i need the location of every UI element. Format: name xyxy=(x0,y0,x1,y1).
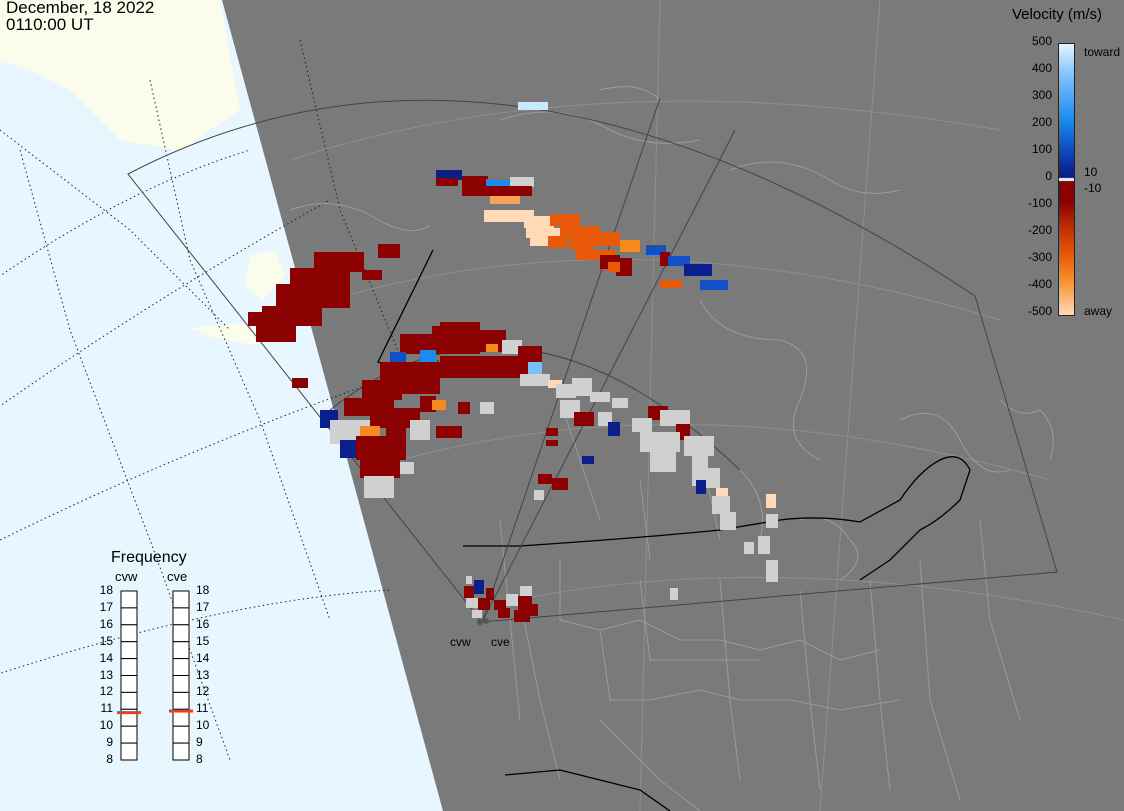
colorbar-tick: 0 xyxy=(1045,169,1052,183)
frequency-scale-label: 11 xyxy=(196,701,209,716)
frequency-gauge-cve xyxy=(172,590,190,761)
colorbar-small-tick: -10 xyxy=(1084,181,1102,195)
frequency-scale-label: 12 xyxy=(196,684,210,699)
gauge-cell xyxy=(120,607,138,626)
gauge-cell xyxy=(172,742,190,761)
gauge-cell xyxy=(172,691,190,710)
colorbar-tick: 100 xyxy=(1031,142,1052,156)
gauge-cell xyxy=(172,641,190,660)
colorbar-tick: 300 xyxy=(1031,88,1052,102)
frequency-scale-label: 9 xyxy=(106,735,113,750)
frequency-scale-label: 9 xyxy=(196,735,203,750)
colorbar-away-label: away xyxy=(1084,304,1113,318)
frequency-scale-label: 16 xyxy=(196,616,210,631)
frequency-scale-label: 11 xyxy=(100,701,113,716)
frequency-scale-label: 10 xyxy=(99,718,113,733)
colorbar-tick: -400 xyxy=(1027,277,1052,291)
night-region xyxy=(222,0,1124,811)
mexico-border xyxy=(504,769,671,811)
gauge-cell xyxy=(172,675,190,693)
gauge-cell xyxy=(120,691,138,710)
frequency-scale-label: 12 xyxy=(99,684,113,699)
colorbar-tick: 500 xyxy=(1031,34,1052,48)
velocity-colorbar xyxy=(1058,43,1075,316)
site-label-cve: cve xyxy=(491,635,510,649)
frequency-gauge-cvw xyxy=(120,590,138,761)
gauge-cell xyxy=(120,675,138,693)
frequency-scale-label: 17 xyxy=(99,599,113,614)
gauge-cell xyxy=(172,624,190,643)
frequency-scale-label: 8 xyxy=(196,752,203,766)
frequency-scale-label: 18 xyxy=(99,583,113,597)
time-label: 0110:00 UT xyxy=(6,15,94,34)
frequency-gauges xyxy=(117,590,193,761)
gauge-cell xyxy=(120,641,138,660)
colorbar-small-tick: 10 xyxy=(1084,165,1098,179)
frequency-scale-label: 13 xyxy=(196,667,210,682)
sunlit-coast xyxy=(245,250,285,300)
frequency-scale-label: 18 xyxy=(196,583,210,597)
radar-label-cvw: cvw xyxy=(115,569,138,584)
frequency-scale-label: 8 xyxy=(106,752,113,766)
sunlit-peninsula xyxy=(190,323,268,345)
colorbar-toward-label: toward xyxy=(1084,45,1121,59)
site-marker-cvw xyxy=(477,619,483,625)
gauge-cell xyxy=(172,725,190,744)
site-label-cvw: cvw xyxy=(450,635,471,649)
site-marker-cve xyxy=(483,618,489,624)
colorbar-tick: -300 xyxy=(1027,250,1052,264)
frequency-scale-label: 15 xyxy=(99,633,113,648)
gauge-cell xyxy=(120,742,138,761)
frequency-scale-label: 14 xyxy=(99,650,113,665)
gauge-cell xyxy=(172,607,190,626)
colorbar-tick: 200 xyxy=(1031,115,1052,129)
frequency-scale-label: 10 xyxy=(196,718,210,733)
colorbar-tick: -200 xyxy=(1027,223,1052,237)
night-grid xyxy=(289,0,1124,811)
frequency-scale-label: 16 xyxy=(99,616,113,631)
us-canada-border xyxy=(463,456,971,581)
gauge-cell xyxy=(120,624,138,643)
colorbar-title: Velocity (m/s) xyxy=(1012,6,1103,23)
frequency-scale-label: 14 xyxy=(196,650,210,665)
colorbar-tick: -100 xyxy=(1027,196,1052,210)
radar-label-cve: cve xyxy=(167,569,188,584)
colorbar-tick: 400 xyxy=(1031,61,1052,75)
frequency-scale-label: 15 xyxy=(196,633,210,648)
gauge-cell xyxy=(120,658,138,676)
gauge-cell xyxy=(172,590,190,609)
gauge-cell xyxy=(172,658,190,676)
date-label: December, 18 2022 xyxy=(6,0,155,17)
gauge-cell xyxy=(120,725,138,744)
colorbar-tick: -500 xyxy=(1027,304,1052,318)
frequency-scale-label: 13 xyxy=(99,667,113,682)
frequency-title: Frequency xyxy=(111,549,187,566)
frequency-scale-label: 17 xyxy=(196,599,210,614)
sunlit-land xyxy=(0,0,240,150)
gauge-cell xyxy=(120,590,138,609)
scatter-cells xyxy=(248,102,778,622)
